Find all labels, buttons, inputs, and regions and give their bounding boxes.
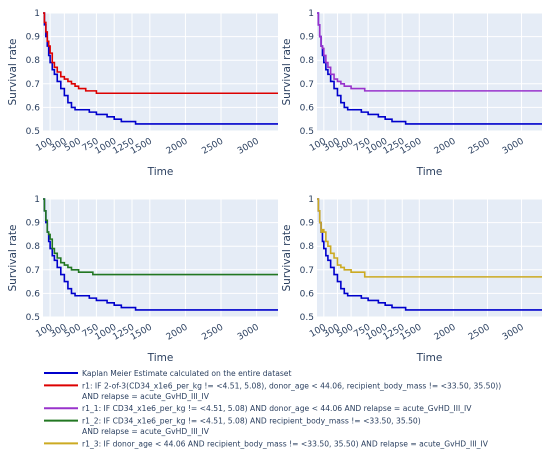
x-tick-label: 2000 — [165, 322, 190, 342]
legend-entry-2[interactable]: r1: IF 2-of-3(CD34_x1e6_per_kg != <4.51,… — [44, 381, 501, 401]
survival-subplot-1: 0.50.60.70.80.91100300500750100012501500… — [7, 9, 278, 178]
y-tick-label: 0.5 — [26, 313, 40, 323]
survival-subplot-2: 0.50.60.70.80.91100300500750100012501500… — [281, 9, 542, 178]
y-tick-label: 0.6 — [300, 103, 315, 113]
legend-entry-4[interactable]: r1_2: IF CD34_x1e6_per_kg != <4.51, 5.08… — [44, 417, 421, 436]
x-axis-title: Time — [416, 352, 443, 364]
x-tick-label: 1500 — [129, 322, 154, 342]
plot-area — [317, 199, 542, 317]
x-axis-title: Time — [147, 166, 174, 178]
y-tick-label: 0.9 — [26, 33, 41, 43]
plot-area — [43, 199, 278, 317]
y-tick-label: 1 — [34, 195, 40, 205]
legend-label: AND relapse = acute_GvHD_III_IV — [82, 392, 210, 401]
x-tick-label: 3000 — [501, 136, 526, 156]
x-tick-label: 2500 — [467, 323, 492, 343]
legend-label: r1_1: IF CD34_x1e6_per_kg != <4.51, 5.08… — [82, 404, 472, 413]
y-tick-label: 0.9 — [300, 219, 315, 229]
survival-curve-series-2 — [43, 198, 278, 276]
legend-label: Kaplan Meier Estimate calculated on the … — [82, 369, 291, 378]
legend-label: r1_2: IF CD34_x1e6_per_kg != <4.51, 5.08… — [82, 417, 421, 426]
survival-curve-series-2 — [317, 198, 542, 278]
survival-curve-series-2 — [317, 12, 542, 92]
x-tick-label: 2000 — [433, 136, 458, 156]
x-tick-label: 3000 — [236, 322, 261, 342]
y-tick-label: 0.7 — [300, 80, 314, 90]
y-tick-label: 0.5 — [300, 313, 314, 323]
legend-label: r1_3: IF donor_age < 44.06 AND recipient… — [82, 439, 489, 448]
y-tick-label: 0.6 — [26, 289, 41, 299]
x-axis-title: Time — [416, 166, 443, 178]
y-tick-label: 1 — [308, 195, 314, 205]
y-tick-label: 0.8 — [26, 242, 41, 252]
survival-curve-series-2 — [43, 12, 278, 95]
y-axis-title: Survival rate — [281, 39, 293, 106]
subplot-grid: 0.50.60.70.80.91100300500750100012501500… — [7, 9, 542, 364]
y-tick-label: 0.5 — [26, 127, 40, 137]
plot-area — [317, 13, 542, 131]
y-tick-label: 0.5 — [300, 127, 314, 137]
y-tick-label: 0.9 — [26, 219, 41, 229]
y-axis-title: Survival rate — [7, 225, 19, 292]
x-tick-label: 2000 — [165, 136, 190, 156]
y-tick-label: 1 — [34, 9, 40, 19]
plot-area — [43, 13, 278, 131]
y-tick-label: 0.7 — [300, 266, 314, 276]
y-tick-label: 0.6 — [300, 289, 315, 299]
x-tick-label: 2000 — [433, 322, 458, 342]
y-tick-label: 0.7 — [26, 80, 40, 90]
legend-entry-1[interactable]: Kaplan Meier Estimate calculated on the … — [44, 369, 291, 378]
survival-subplot-4: 0.50.60.70.80.91100300500750100012501500… — [281, 195, 542, 364]
y-tick-label: 0.8 — [300, 56, 315, 66]
y-tick-label: 0.7 — [26, 266, 40, 276]
x-tick-label: 1500 — [129, 136, 154, 156]
x-tick-label: 2500 — [200, 322, 225, 342]
legend: Kaplan Meier Estimate calculated on the … — [44, 369, 501, 448]
x-axis-title: Time — [147, 352, 174, 364]
survival-subplot-3: 0.50.60.70.80.91100300500750100012501500… — [7, 195, 278, 364]
x-tick-label: 2500 — [467, 137, 492, 157]
y-tick-label: 0.8 — [300, 242, 315, 252]
y-tick-label: 0.6 — [26, 103, 41, 113]
x-tick-label: 2500 — [200, 136, 225, 156]
legend-label: AND relapse = acute_GvHD_III_IV — [82, 427, 210, 436]
y-axis-title: Survival rate — [281, 225, 293, 292]
x-tick-label: 3000 — [236, 136, 261, 156]
x-tick-label: 3000 — [501, 322, 526, 342]
y-tick-label: 0.9 — [300, 33, 315, 43]
y-tick-label: 0.8 — [26, 56, 41, 66]
y-tick-label: 1 — [308, 9, 314, 19]
legend-label: r1: IF 2-of-3(CD34_x1e6_per_kg != <4.51,… — [82, 381, 501, 390]
y-axis-title: Survival rate — [7, 39, 19, 106]
legend-entry-5[interactable]: r1_3: IF donor_age < 44.06 AND recipient… — [44, 439, 489, 448]
legend-entry-3[interactable]: r1_1: IF CD34_x1e6_per_kg != <4.51, 5.08… — [44, 404, 472, 413]
